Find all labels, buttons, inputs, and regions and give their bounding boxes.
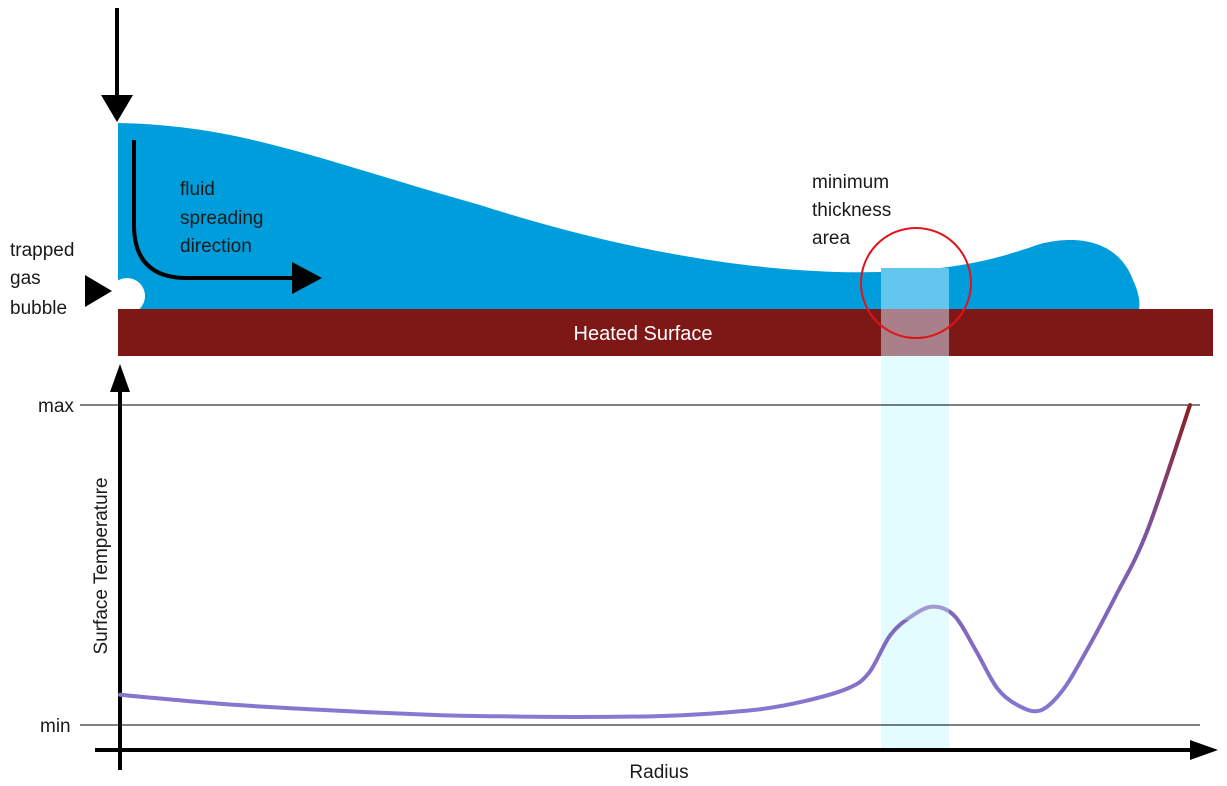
min-thickness-label: minimum thickness area <box>812 172 896 249</box>
heated-surface-label: Heated Surface <box>574 323 713 345</box>
min-thickness-circle <box>860 227 972 339</box>
y-axis-label: Surface Temperature <box>91 477 112 654</box>
x-axis-arrow <box>1190 740 1218 760</box>
trapped-gas-label: trapped gas bubble <box>10 240 80 319</box>
gas-bubble <box>109 278 145 314</box>
highlight-column <box>881 356 949 748</box>
fluid-spreading-label: fluid spreading direction <box>180 179 269 257</box>
temperature-curve <box>118 403 1192 719</box>
spreading-arrow-shaft <box>132 140 297 280</box>
spreading-arrow-head <box>292 262 322 294</box>
y-tick-min: min <box>40 716 71 737</box>
y-axis-arrow <box>110 364 130 392</box>
curve-highlight-overlay <box>881 560 949 620</box>
thin-film-highlight <box>881 268 949 309</box>
inflow-arrow-head <box>101 95 133 122</box>
y-tick-max: max <box>38 396 74 417</box>
bubble-pointer-arrow <box>85 275 112 307</box>
x-axis-label: Radius <box>629 762 688 783</box>
fluid-body <box>118 123 1140 309</box>
heated-surface <box>118 309 1213 356</box>
